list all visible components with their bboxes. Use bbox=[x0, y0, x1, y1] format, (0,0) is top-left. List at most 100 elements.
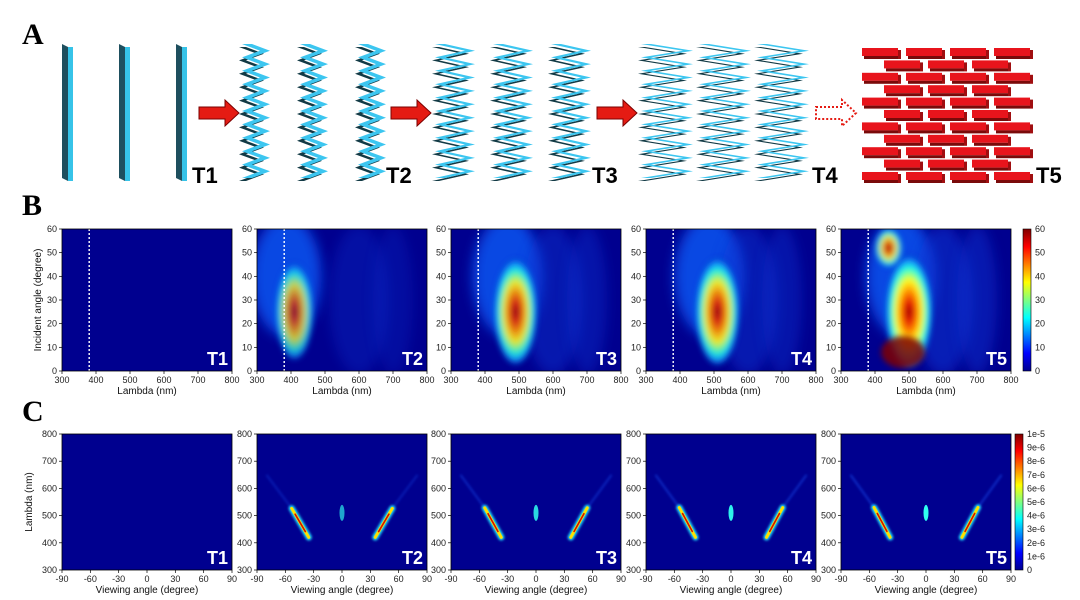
x-tick-label: 0 bbox=[144, 574, 149, 584]
brick-shadow bbox=[930, 68, 964, 72]
brick-shadow bbox=[864, 105, 898, 109]
map-background bbox=[62, 434, 232, 570]
y-tick-label: 0 bbox=[636, 366, 641, 376]
dispersion-tail bbox=[459, 474, 486, 509]
map-label: T5 bbox=[986, 548, 1007, 568]
brick bbox=[906, 122, 942, 131]
brick-shadow bbox=[908, 155, 942, 159]
brick-shadow bbox=[996, 56, 1030, 59]
dispersion-band-peak bbox=[573, 512, 585, 533]
map-b-t3: T3 300 400 500 600 700 800 Lambda (nm) 0 10 20 30 40… bbox=[436, 224, 629, 397]
brick bbox=[994, 122, 1030, 131]
brick-side bbox=[1008, 112, 1011, 121]
dispersion-tail bbox=[781, 474, 808, 509]
brick-side bbox=[986, 124, 989, 134]
x-tick-label: 90 bbox=[422, 574, 432, 584]
map-label: T1 bbox=[207, 349, 228, 369]
brick-side bbox=[942, 174, 945, 183]
x-tick-label: -90 bbox=[250, 574, 263, 584]
x-axis-label: Viewing angle (degree) bbox=[875, 585, 978, 596]
brick-shadow bbox=[864, 130, 898, 134]
y-tick-label: 40 bbox=[826, 271, 836, 281]
brick-shadow bbox=[952, 130, 986, 134]
brick-shadow bbox=[952, 80, 986, 84]
brick-shadow bbox=[952, 56, 986, 59]
brick-shadow bbox=[886, 93, 920, 97]
brick-side bbox=[1030, 174, 1033, 183]
y-tick-label: 10 bbox=[47, 342, 57, 352]
x-tick-label: 600 bbox=[156, 375, 171, 385]
brick-side bbox=[942, 99, 945, 109]
y-tick-label: 300 bbox=[431, 565, 446, 575]
panel-letter-c: C bbox=[22, 395, 44, 428]
brick bbox=[906, 72, 942, 81]
colorbar-c-tick: 6e-6 bbox=[1027, 483, 1045, 493]
structure-t4: T4 bbox=[638, 44, 858, 188]
brick-side bbox=[898, 124, 901, 134]
y-tick-label: 400 bbox=[237, 538, 252, 548]
brick-shadow bbox=[864, 80, 898, 84]
y-tick-label: 20 bbox=[47, 319, 57, 329]
brick-side bbox=[898, 50, 901, 59]
x-axis-label: Viewing angle (degree) bbox=[96, 585, 199, 596]
brick bbox=[884, 60, 920, 69]
map-label: T3 bbox=[596, 349, 617, 369]
brick-side bbox=[898, 99, 901, 109]
x-tick-label: -30 bbox=[891, 574, 904, 584]
y-tick-label: 800 bbox=[42, 429, 57, 439]
map-background bbox=[62, 229, 232, 371]
side-band bbox=[373, 229, 413, 371]
colorbar-c-tick: 9e-6 bbox=[1027, 443, 1045, 453]
stage-label-t2: T2 bbox=[386, 163, 412, 188]
colorbar-b-tick: 0 bbox=[1035, 366, 1040, 376]
brick-shadow bbox=[930, 93, 964, 97]
y-tick-label: 60 bbox=[436, 224, 446, 234]
x-tick-label: 600 bbox=[740, 375, 755, 385]
x-axis-label: Lambda (nm) bbox=[312, 386, 371, 397]
side-band bbox=[329, 229, 389, 371]
wave-shadow bbox=[696, 47, 745, 181]
wave-shadow bbox=[754, 47, 803, 181]
dispersion-band-peak bbox=[876, 512, 888, 533]
x-axis-label: Viewing angle (degree) bbox=[291, 585, 394, 596]
y-tick-label: 700 bbox=[821, 456, 836, 466]
x-tick-label: 800 bbox=[1003, 375, 1018, 385]
brick-shadow bbox=[908, 80, 942, 84]
brick-side bbox=[942, 74, 945, 84]
x-axis-label: Lambda (nm) bbox=[506, 386, 565, 397]
y-tick-label: 300 bbox=[821, 565, 836, 575]
y-tick-label: 800 bbox=[237, 429, 252, 439]
colorbar-c-tick: 2e-6 bbox=[1027, 538, 1045, 548]
y-tick-label: 50 bbox=[436, 248, 446, 258]
brick-shadow bbox=[996, 80, 1030, 84]
brick-side bbox=[986, 99, 989, 109]
y-tick-label: 40 bbox=[242, 271, 252, 281]
y-tick-label: 50 bbox=[242, 248, 252, 258]
brick bbox=[994, 48, 1030, 56]
specular-peak bbox=[728, 504, 734, 521]
x-tick-label: 700 bbox=[579, 375, 594, 385]
x-tick-label: 500 bbox=[511, 375, 526, 385]
x-tick-label: 300 bbox=[54, 375, 69, 385]
dispersion-band-peak bbox=[768, 512, 781, 533]
brick-side bbox=[1008, 136, 1011, 146]
map-c-t3: T3 -90 -60 -30 0 30 60 90 Viewing angle (degree)… bbox=[431, 429, 626, 596]
x-tick-label: 60 bbox=[394, 574, 404, 584]
x-tick-label: 90 bbox=[1006, 574, 1016, 584]
brick-shadow bbox=[974, 118, 1008, 121]
x-tick-label: 700 bbox=[969, 375, 984, 385]
wave-shadow bbox=[548, 47, 585, 181]
transition-arrow-t3 bbox=[596, 98, 638, 128]
reflection-peak bbox=[694, 256, 740, 368]
x-tick-label: 30 bbox=[559, 574, 569, 584]
specular-peak bbox=[533, 504, 539, 521]
colorbar-c-tick: 3e-6 bbox=[1027, 524, 1045, 534]
y-axis-label: Incident angle (degree) bbox=[33, 249, 44, 352]
panel-letter-b: B bbox=[22, 189, 42, 222]
side-band bbox=[523, 229, 583, 371]
x-axis-label: Lambda (nm) bbox=[701, 386, 760, 397]
brick bbox=[862, 172, 898, 180]
colorbar-c-tick: 5e-6 bbox=[1027, 497, 1045, 507]
colorbar-c-tick: 1e-5 bbox=[1027, 429, 1045, 439]
